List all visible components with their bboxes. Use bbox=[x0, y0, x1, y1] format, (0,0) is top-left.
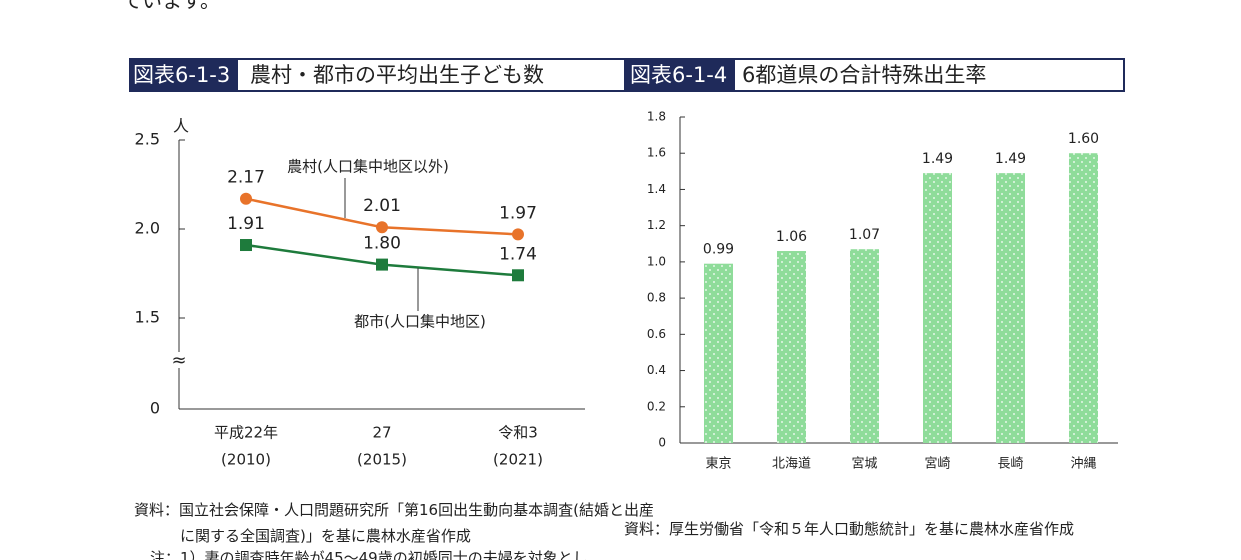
y-tick-label: 1.8 bbox=[647, 110, 666, 124]
figure-title: 6都道県の合計特殊出生率 bbox=[742, 63, 986, 87]
data-label: 1.97 bbox=[499, 203, 537, 223]
marker bbox=[240, 192, 252, 205]
x-tick-year: (2010) bbox=[221, 451, 271, 469]
figure-label: 図表6-1-4 bbox=[630, 63, 727, 87]
bar bbox=[777, 251, 806, 443]
series-label: 農村(人口集中地区以外) bbox=[287, 158, 449, 176]
data-label: 1.80 bbox=[363, 234, 401, 254]
y-tick-label: 1.5 bbox=[135, 308, 160, 327]
source-note: 資料：国立社会保障・人口問題研究所「第16回出生動向基本調査(結婚と出産に関する… bbox=[134, 501, 654, 545]
marker bbox=[240, 239, 252, 252]
axis-break: ≈ bbox=[171, 350, 186, 371]
bar bbox=[704, 263, 733, 443]
data-label: 1.07 bbox=[849, 227, 880, 243]
y-tick-label: 2.5 bbox=[135, 130, 160, 149]
marker bbox=[376, 258, 388, 271]
x-tick-label: 東京 bbox=[705, 456, 731, 472]
x-tick-label: 北海道 bbox=[772, 457, 811, 472]
label-box bbox=[130, 59, 238, 91]
data-label: 1.49 bbox=[922, 151, 953, 167]
y-tick-label: 0.6 bbox=[647, 327, 666, 341]
y-tick-label: 0.2 bbox=[647, 399, 666, 413]
data-label: 0.99 bbox=[703, 242, 734, 258]
data-label: 2.01 bbox=[363, 196, 401, 216]
y-tick-label: 1.0 bbox=[647, 254, 666, 268]
x-tick-label: 長崎 bbox=[997, 457, 1023, 472]
source-note: 資料：厚生労働省「令和５年人口動態統計」を基に農林水産省作成 bbox=[624, 520, 1075, 538]
bar bbox=[923, 173, 952, 443]
axis-break-gap bbox=[170, 352, 188, 368]
data-label: 1.06 bbox=[776, 229, 807, 245]
y-tick-label: 1.6 bbox=[647, 146, 666, 160]
y-tick-label: 1.2 bbox=[647, 218, 666, 232]
data-label: 1.74 bbox=[499, 244, 537, 264]
x-tick-label: 沖縄 bbox=[1070, 457, 1096, 472]
intro-text: ています。 bbox=[122, 0, 220, 13]
y-tick-label: 0 bbox=[658, 436, 666, 450]
marker bbox=[512, 269, 524, 282]
x-tick-label: 宮崎 bbox=[924, 456, 950, 472]
bar bbox=[850, 249, 879, 443]
x-tick-label: 平成22年 bbox=[214, 424, 278, 442]
x-tick-year: (2021) bbox=[493, 451, 543, 469]
data-label: 1.91 bbox=[227, 214, 265, 234]
y-unit: 人 bbox=[173, 117, 189, 136]
y-tick-label: 1.4 bbox=[647, 182, 666, 196]
y-tick-label: 0.4 bbox=[647, 363, 666, 377]
data-label: 1.60 bbox=[1068, 131, 1099, 147]
series-label: 都市(人口集中地区) bbox=[354, 313, 486, 331]
figure-label: 図表6-1-3 bbox=[133, 63, 230, 87]
note: 注：1）妻の調査時年齢が45～49歳の初婚同士の夫婦を対象とし bbox=[150, 549, 588, 560]
x-tick-label: 宮城 bbox=[851, 456, 877, 472]
data-label: 2.17 bbox=[227, 168, 265, 188]
x-tick-label: 令和3 bbox=[498, 424, 538, 442]
y-tick-label: 0.8 bbox=[647, 291, 666, 305]
data-label: 1.49 bbox=[995, 151, 1026, 167]
label-box bbox=[627, 59, 735, 91]
y-tick-label: 0 bbox=[150, 399, 160, 418]
bar bbox=[1069, 153, 1098, 443]
marker bbox=[512, 228, 524, 241]
bar bbox=[996, 173, 1025, 443]
y-tick-label: 2.0 bbox=[135, 219, 160, 238]
figure-title: 農村・都市の平均出生子ども数 bbox=[250, 63, 544, 87]
x-tick-label: 27 bbox=[372, 424, 391, 442]
x-tick-year: (2015) bbox=[357, 451, 407, 469]
marker bbox=[376, 221, 388, 234]
